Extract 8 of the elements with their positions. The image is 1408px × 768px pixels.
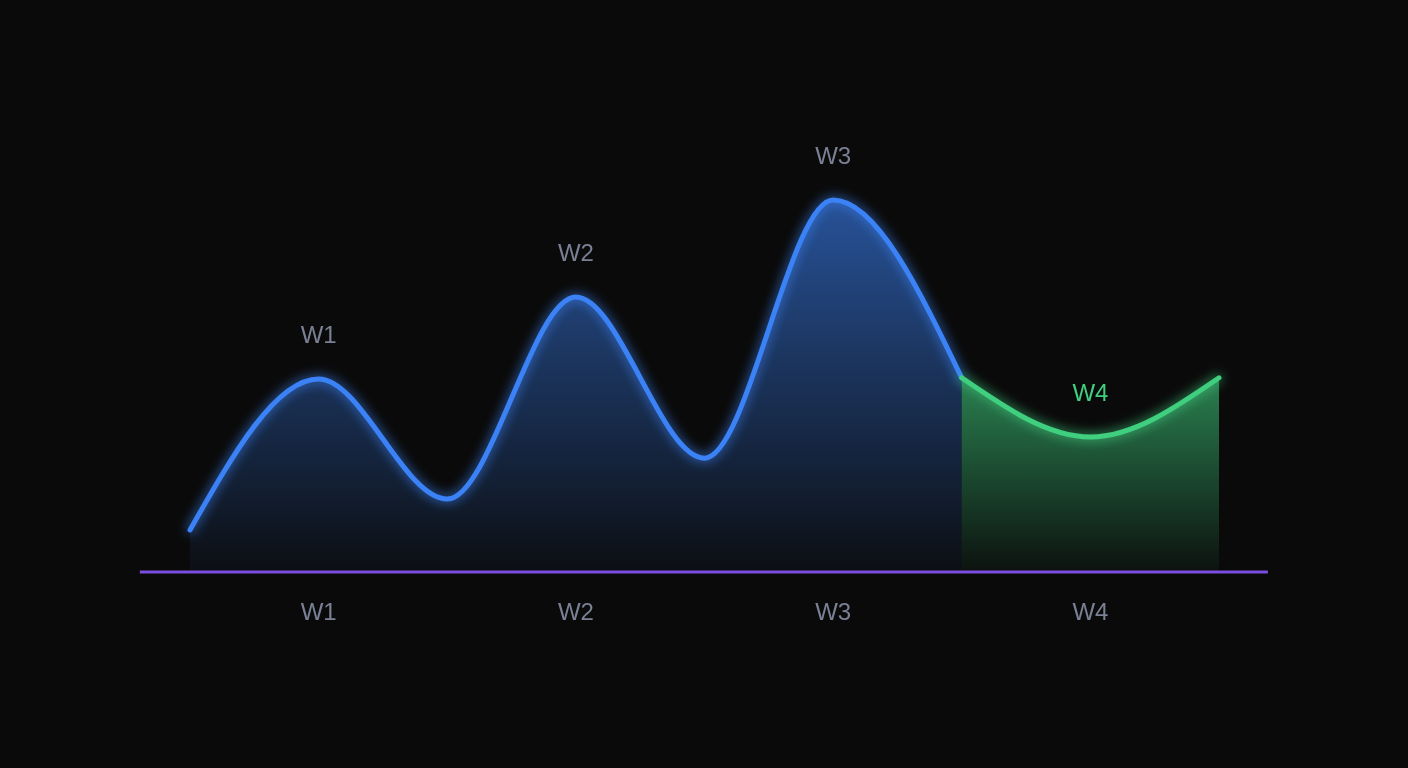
annotation: W3 <box>815 142 852 169</box>
annotation: W4 <box>1072 378 1109 406</box>
x-tick-label: W2 <box>557 598 594 625</box>
annotation: W2 <box>557 239 594 267</box>
x-tick-label: W3 <box>815 598 852 625</box>
x-tick-label: W1 <box>300 598 337 625</box>
x-tick-label: W4 <box>1072 598 1109 625</box>
annotation: W1 <box>300 320 337 348</box>
